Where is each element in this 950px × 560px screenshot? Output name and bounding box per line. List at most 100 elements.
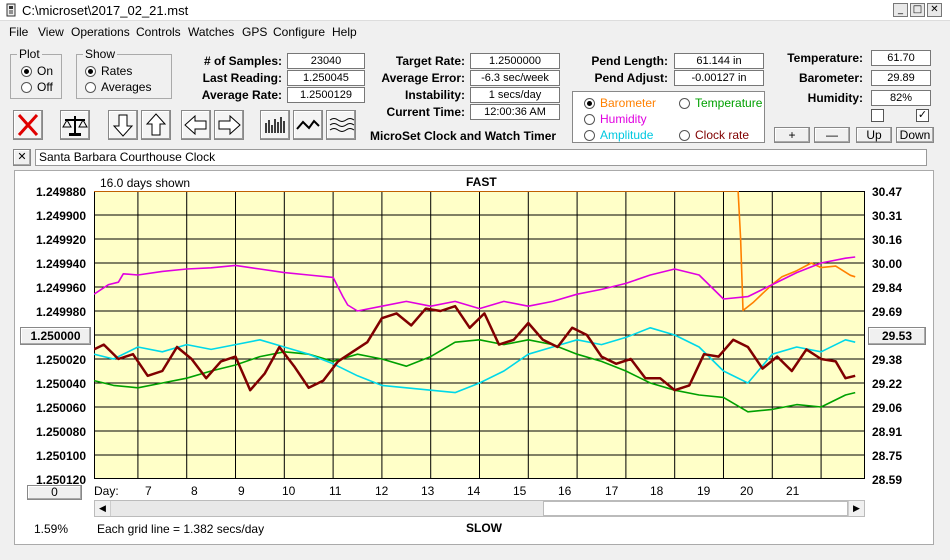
- increase-button[interactable]: +: [774, 127, 810, 143]
- current-time-field: 12:00:36 AM: [470, 104, 560, 120]
- x-tick: 9: [238, 484, 245, 498]
- decrease-button[interactable]: —: [814, 127, 850, 143]
- maximize-button[interactable]: □: [910, 3, 925, 17]
- y-left-tick: 1.250060: [35, 401, 86, 415]
- center-sensor-button[interactable]: 29.53: [868, 327, 926, 345]
- menu-watches[interactable]: Watches: [188, 25, 235, 39]
- x-tick: 7: [145, 484, 152, 498]
- move-right-button[interactable]: [214, 110, 244, 140]
- pend-adjust-label: Pend Adjust:: [594, 71, 668, 85]
- day-label: Day:: [94, 484, 119, 498]
- sensor-humidity-label: Humidity: [600, 112, 647, 126]
- menu-help[interactable]: Help: [332, 25, 357, 39]
- sensor-barometer-radio[interactable]: Barometer: [584, 96, 656, 110]
- x-tick: 8: [191, 484, 198, 498]
- radio-dot: [21, 81, 32, 93]
- y-left-tick: 1.249920: [35, 233, 86, 247]
- show-legend: Show: [85, 47, 116, 61]
- x-tick: 17: [605, 484, 619, 498]
- target-rate-label: Target Rate:: [395, 54, 465, 68]
- radio-dot: [85, 65, 96, 77]
- humidity-field: 82%: [871, 90, 931, 106]
- title-bar: C:\microset\2017_02_21.mst _ □ ✕: [0, 0, 950, 21]
- wave-graph-button[interactable]: [326, 110, 356, 140]
- sensor-clock-rate-radio[interactable]: Clock rate: [679, 128, 749, 142]
- up-button[interactable]: Up: [856, 127, 892, 143]
- y-left-tick: 1.250020: [35, 353, 86, 367]
- x-tick: 10: [282, 484, 296, 498]
- series-line-amplitude: [94, 327, 856, 394]
- move-left-button[interactable]: [181, 110, 211, 140]
- balance-button[interactable]: [60, 110, 90, 140]
- slow-label: SLOW: [466, 521, 502, 535]
- current-time-label: Current Time:: [386, 105, 465, 119]
- last-reading-label: Last Reading:: [202, 71, 282, 85]
- y-left-tick: 1.250080: [35, 425, 86, 439]
- menu-file[interactable]: File: [9, 25, 29, 39]
- menu-operations[interactable]: Operations: [71, 25, 130, 39]
- scroll-left-icon[interactable]: ◀: [95, 501, 111, 516]
- plot-off-label: Off: [37, 80, 53, 94]
- humidity-label: Humidity:: [807, 91, 863, 105]
- menu-controls[interactable]: Controls: [136, 25, 181, 39]
- clear-clock-button[interactable]: ✕: [13, 149, 31, 166]
- plot-legend: Plot: [19, 47, 40, 61]
- plot-on-radio[interactable]: On: [21, 64, 53, 78]
- down-button[interactable]: Down: [896, 127, 934, 143]
- menu-gps[interactable]: GPS: [242, 25, 268, 39]
- average-error-label: Average Error:: [381, 71, 465, 85]
- scroll-right-icon[interactable]: ▶: [848, 501, 864, 516]
- show-rates-label: Rates: [101, 64, 133, 78]
- cancel-icon: [17, 113, 39, 137]
- samples-field: 23040: [287, 53, 365, 69]
- arrow-left-icon: [184, 114, 207, 136]
- average-rate-label: Average Rate:: [201, 88, 282, 102]
- bar-graph-button[interactable]: [260, 110, 290, 140]
- grid-lines: [94, 191, 865, 479]
- pend-length-label: Pend Length:: [591, 54, 668, 68]
- sensor-select-box: [572, 91, 765, 143]
- cancel-button[interactable]: [13, 110, 43, 140]
- sensor-barometer-label: Barometer: [600, 96, 657, 110]
- move-up-button[interactable]: [141, 110, 171, 140]
- close-button[interactable]: ✕: [927, 3, 942, 17]
- bar-graph-icon: [265, 117, 285, 133]
- x-tick: 21: [786, 484, 800, 498]
- sensor-humidity-radio[interactable]: Humidity: [584, 112, 647, 126]
- y-right-tick: 30.16: [872, 233, 903, 247]
- move-down-button[interactable]: [108, 110, 138, 140]
- clock-name-field[interactable]: Santa Barbara Courthouse Clock: [35, 149, 927, 166]
- line-graph-button[interactable]: [293, 110, 323, 140]
- sensor-amplitude-radio[interactable]: Amplitude: [584, 128, 653, 142]
- menu-view[interactable]: View: [38, 25, 64, 39]
- horizontal-scrollbar[interactable]: ◀ ▶: [94, 500, 865, 517]
- fast-label: FAST: [466, 175, 497, 189]
- series-line-clock-rate: [94, 304, 856, 392]
- checkbox-1[interactable]: [871, 109, 884, 122]
- menu-configure[interactable]: Configure: [273, 25, 326, 39]
- scroll-thumb[interactable]: [543, 501, 848, 516]
- radio-dot: [21, 65, 32, 77]
- series-line-temperature: [94, 339, 856, 413]
- center-rate-button[interactable]: 1.250000: [20, 327, 91, 345]
- barometer-field: 29.89: [871, 70, 931, 86]
- samples-label: # of Samples:: [203, 54, 282, 68]
- radio-dot: [679, 97, 690, 109]
- radio-dot: [584, 97, 595, 109]
- zero-button[interactable]: 0: [27, 485, 82, 500]
- radio-dot: [85, 81, 96, 93]
- y-left-tick: 1.249880: [35, 185, 86, 199]
- arrow-down-icon: [112, 114, 134, 137]
- checkbox-2[interactable]: ✓: [916, 109, 929, 122]
- temperature-field: 61.70: [871, 50, 931, 66]
- wave-graph-icon: [329, 118, 355, 132]
- line-graph-icon: [296, 119, 320, 130]
- pend-adjust-field: -0.00127 in: [674, 70, 764, 86]
- plot-off-radio[interactable]: Off: [21, 80, 53, 94]
- minimize-button[interactable]: _: [893, 3, 908, 17]
- show-rates-radio[interactable]: Rates: [85, 64, 132, 78]
- y-left-tick: 1.249940: [35, 257, 86, 271]
- pend-length-field: 61.144 in: [674, 53, 764, 69]
- sensor-temperature-radio[interactable]: Temperature: [679, 96, 762, 110]
- show-averages-radio[interactable]: Averages: [85, 80, 151, 94]
